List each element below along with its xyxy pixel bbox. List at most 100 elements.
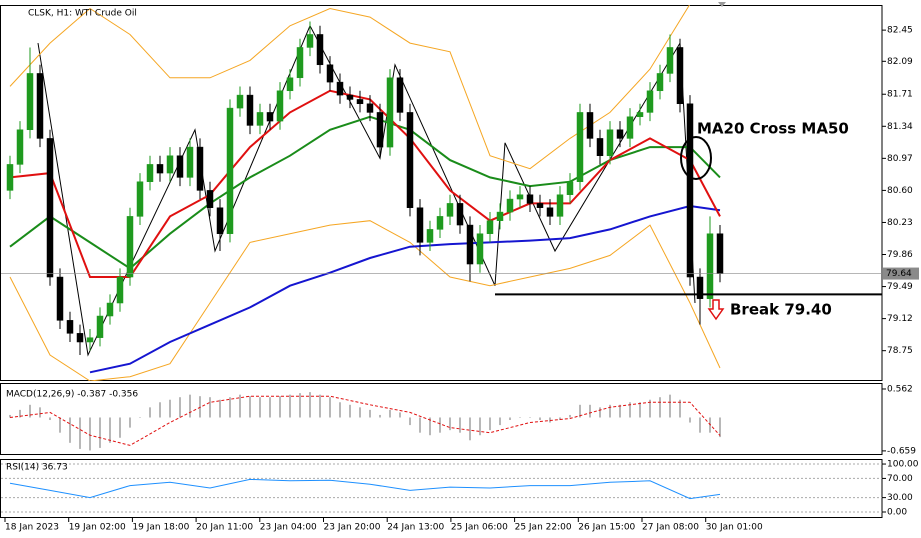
y-tick-label: 30.00: [887, 493, 913, 503]
candle-body: [196, 146, 204, 191]
x-tick-label: 26 Jan 15:00: [578, 523, 635, 533]
histogram-bar: [99, 417, 101, 448]
histogram-bar: [339, 402, 341, 418]
candle-body: [66, 320, 74, 334]
candle-body: [126, 216, 134, 278]
histogram-bar: [639, 402, 641, 418]
candle-body: [226, 107, 234, 234]
candle-body: [536, 203, 544, 208]
candle-body: [686, 103, 694, 278]
annotation: MA20 Cross MA50: [697, 120, 849, 138]
histogram-bar: [89, 417, 91, 451]
candle-body: [46, 138, 54, 278]
histogram-bar: [189, 394, 191, 418]
histogram-bar: [419, 417, 421, 433]
y-tick-label: 79.49: [887, 282, 913, 292]
y-tick-label: 70.00: [887, 474, 913, 484]
histogram-bar: [509, 417, 511, 421]
candle-body: [376, 112, 384, 148]
histogram-bar: [169, 399, 171, 418]
histogram-bar: [239, 394, 241, 418]
histogram-bar: [249, 396, 251, 418]
candle-body: [606, 129, 614, 156]
candle-body: [136, 181, 144, 217]
histogram-bar: [159, 402, 161, 418]
candle-body: [546, 207, 554, 217]
candle-body: [446, 203, 454, 217]
histogram-bar: [589, 404, 591, 418]
candle-body: [236, 94, 244, 109]
histogram-bar: [29, 404, 31, 418]
plot-area: [9, 392, 721, 451]
candle-body: [296, 47, 304, 79]
chart-title: CLSK, H1: WTI Crude Oil: [28, 9, 137, 19]
candle-body: [176, 155, 184, 178]
candle-body: [636, 112, 644, 118]
candle-body: [326, 64, 334, 83]
histogram-bar: [619, 404, 621, 418]
x-tick-label: 25 Jan 22:00: [515, 523, 572, 533]
indicator-line: [9, 5, 691, 170]
candle-body: [436, 216, 444, 230]
candle-body: [466, 224, 474, 265]
candle-body: [306, 34, 314, 48]
histogram-bar: [559, 417, 561, 421]
y-tick-label: 79.86: [887, 250, 913, 260]
candle-body: [76, 333, 84, 343]
histogram-bar: [539, 417, 541, 421]
histogram-bar: [379, 414, 381, 418]
histogram-bar: [459, 417, 461, 433]
histogram-bar: [469, 417, 471, 441]
histogram-bar: [349, 404, 351, 418]
histogram-bar: [499, 417, 501, 426]
histogram-bar: [289, 394, 291, 418]
histogram-bar: [529, 417, 531, 418]
histogram-bar: [179, 397, 181, 418]
y-tick-label: 0.00: [887, 508, 907, 518]
candle-body: [576, 112, 584, 182]
histogram-bar: [679, 399, 681, 418]
y-tick-label: 82.45: [887, 26, 913, 36]
histogram-bar: [699, 417, 701, 433]
histogram-bar: [599, 407, 601, 418]
y-tick-label: 80.60: [887, 186, 913, 196]
histogram-bar: [39, 407, 41, 418]
histogram-bar: [49, 417, 51, 421]
histogram-bar: [389, 409, 391, 418]
candle-body: [516, 194, 524, 200]
y-tick-label: 80.23: [887, 218, 913, 228]
candle-body: [496, 211, 504, 221]
candle-body: [556, 194, 564, 217]
candle-body: [586, 112, 594, 139]
histogram-bar: [479, 417, 481, 436]
histogram-bar: [219, 399, 221, 418]
candle-body: [676, 47, 684, 105]
candle-body: [476, 233, 484, 265]
candle-body: [166, 155, 174, 174]
candle-body: [716, 233, 724, 274]
candle-body: [626, 116, 634, 139]
candle-body: [356, 99, 364, 105]
indicator-line: [9, 478, 721, 500]
histogram-bar: [429, 417, 431, 436]
x-tick-label: 24 Jan 13:00: [387, 523, 444, 533]
candle-body: [566, 181, 574, 195]
histogram-bar: [369, 409, 371, 418]
annotation: Break 79.40: [730, 301, 832, 319]
down-arrow: [707, 299, 725, 321]
indicator-line: [9, 220, 721, 381]
histogram-bar: [659, 397, 661, 418]
cross-circle: [680, 136, 712, 180]
candle-body: [366, 103, 374, 113]
candle-body: [56, 276, 64, 321]
candle-body: [26, 73, 34, 131]
histogram-bar: [409, 417, 411, 426]
histogram-bar: [9, 414, 11, 418]
candle-body: [316, 34, 324, 66]
x-tick-label: 19 Jan 02:00: [69, 523, 126, 533]
histogram-bar: [129, 417, 131, 428]
candle-body: [646, 90, 654, 113]
candle-body: [36, 73, 44, 139]
histogram-bar: [139, 417, 141, 418]
pane-frame: [0, 459, 883, 518]
